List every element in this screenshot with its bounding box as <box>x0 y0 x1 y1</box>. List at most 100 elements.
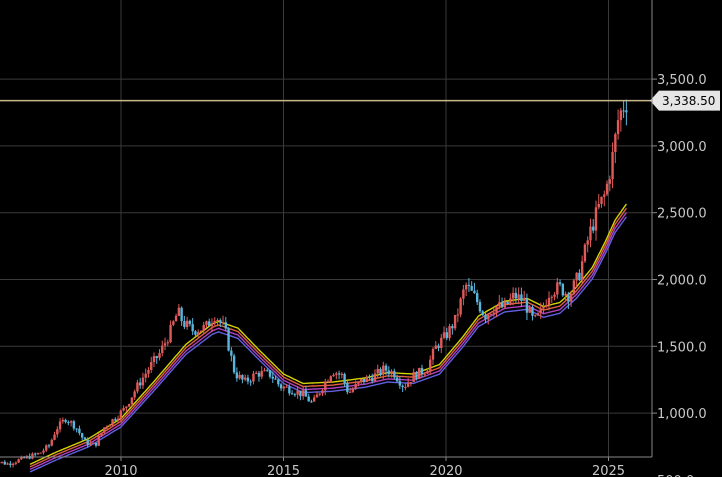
candle-body <box>506 301 509 304</box>
candle-body <box>384 365 388 371</box>
candle-body <box>517 294 520 299</box>
last-price-tag: 3,338.50 <box>650 90 720 111</box>
candle-body <box>545 305 548 307</box>
candle-body <box>409 381 413 383</box>
candle-body <box>257 372 261 377</box>
candle-body <box>487 314 490 320</box>
candle-body <box>395 377 399 382</box>
candle-body <box>622 110 625 112</box>
candle-body <box>67 422 70 424</box>
candle-body <box>249 381 252 383</box>
candle-body <box>567 293 570 302</box>
candle-body <box>406 382 410 387</box>
candle-body <box>337 373 341 375</box>
y-tick-label: 1,500.0 <box>657 340 707 355</box>
candle-body <box>376 368 379 374</box>
candle-body <box>365 376 368 383</box>
candle-body <box>232 355 236 373</box>
candle-body <box>597 203 600 208</box>
candle-body <box>318 393 321 395</box>
candle-body <box>138 382 142 386</box>
x-tick-label: 2020 <box>429 464 462 477</box>
candle-body <box>150 362 153 370</box>
candle-body <box>326 381 330 383</box>
candle-body <box>420 367 424 375</box>
candle-body <box>495 306 498 313</box>
candle-body <box>558 282 562 284</box>
candle-body <box>580 261 584 281</box>
candle-body <box>56 429 59 435</box>
candle-body <box>359 378 363 382</box>
candle-body <box>484 314 487 320</box>
x-tick-label: 2025 <box>592 464 625 477</box>
candle-body <box>180 307 183 322</box>
candle-body <box>50 439 53 446</box>
candle-body <box>34 453 37 455</box>
candle-body <box>321 390 324 394</box>
candle-body <box>147 369 150 374</box>
candle-body <box>542 306 545 309</box>
candle-body <box>169 324 172 343</box>
candle-body <box>592 226 595 231</box>
candle-body <box>216 319 219 322</box>
candle-body <box>417 367 421 379</box>
candle-body <box>478 302 482 312</box>
candle-body <box>274 378 277 380</box>
candle-body <box>11 463 15 465</box>
candle-body <box>608 179 611 184</box>
candle-body <box>6 463 9 465</box>
candle-body <box>525 298 529 313</box>
candle-body <box>188 320 192 325</box>
candle-body <box>166 342 169 344</box>
candle-body <box>412 372 415 382</box>
candle-body <box>531 307 534 316</box>
candle-body <box>268 370 272 377</box>
candle-body <box>603 194 606 197</box>
axes: 500.0 1,000.0 1,500.0 2,000.0 2,500.0 3,000.0… <box>0 0 707 477</box>
candle-body <box>103 427 106 433</box>
candle-body <box>379 368 382 375</box>
candle-body <box>503 301 507 308</box>
candle-body <box>172 321 175 325</box>
candle-body <box>3 461 7 465</box>
candle-body <box>89 442 92 446</box>
candle-body <box>296 390 299 395</box>
candle-body <box>310 401 313 403</box>
candle-body <box>80 433 84 438</box>
candle-body <box>213 321 216 324</box>
candle-body <box>155 356 158 359</box>
candle-body <box>266 370 269 372</box>
candle-body <box>575 272 578 281</box>
candle-body <box>75 428 78 430</box>
candle-body <box>72 421 76 429</box>
candle-body <box>144 373 147 378</box>
candle-body <box>224 322 228 329</box>
candle-body <box>290 393 294 395</box>
candle-body <box>387 370 390 375</box>
candle-body <box>520 294 523 301</box>
candle-body <box>489 314 493 316</box>
candle-body <box>547 297 551 306</box>
candle-body <box>343 373 346 383</box>
candle-body <box>534 315 537 317</box>
candle-body <box>368 376 371 378</box>
candle-body <box>583 244 587 262</box>
y-tick-label: 3,000.0 <box>657 140 707 155</box>
candle-body <box>282 386 286 389</box>
candle-body <box>14 462 18 464</box>
candle-body <box>442 332 446 338</box>
candle-body <box>348 391 352 393</box>
candle-body <box>426 370 429 374</box>
candle-body <box>456 314 460 316</box>
candle-body <box>572 280 576 295</box>
candle-body <box>616 120 620 135</box>
candle-body <box>122 408 125 411</box>
candle-body <box>445 332 449 339</box>
candle-body <box>431 349 435 360</box>
candle-body <box>277 379 280 385</box>
candle-body <box>553 294 556 297</box>
last-price-line: 3,338.50 <box>0 90 720 111</box>
candle-body <box>221 322 225 324</box>
candle-body <box>589 226 592 241</box>
